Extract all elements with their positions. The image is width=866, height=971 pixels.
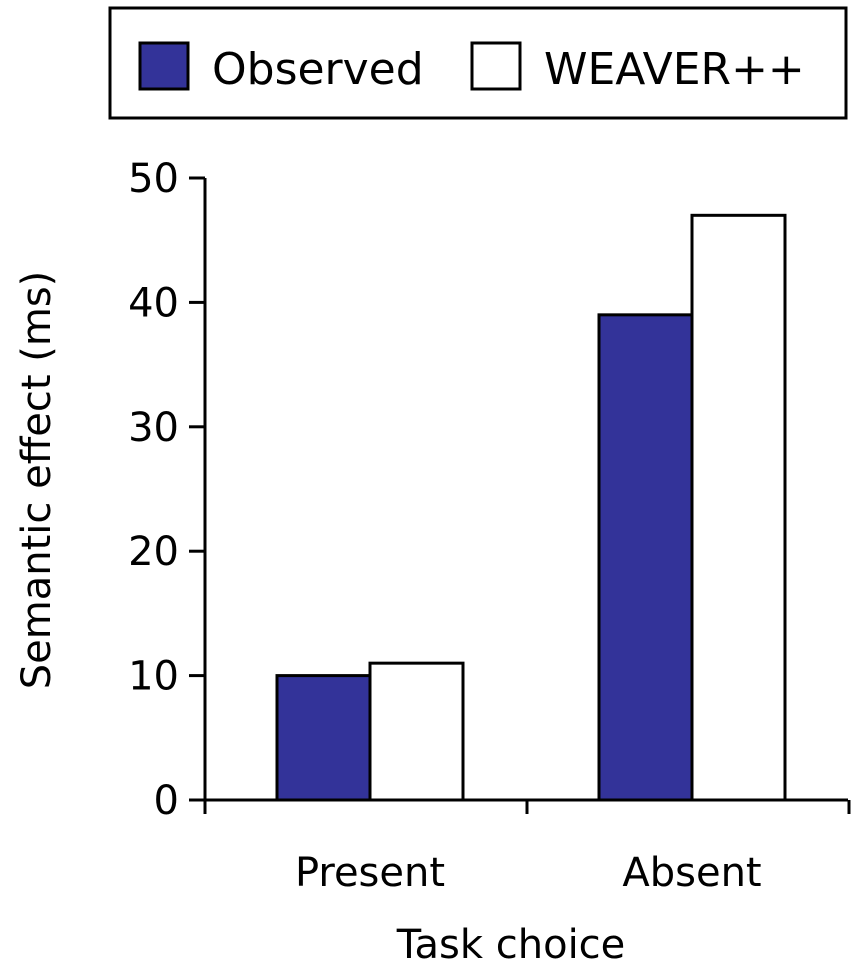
x-category-label: Present — [295, 850, 445, 896]
y-tick-label: 0 — [154, 778, 179, 824]
y-tick-label: 40 — [128, 280, 179, 326]
bar-observed-present — [275, 674, 372, 802]
y-axis-title: Semantic effect (ms) — [14, 271, 60, 690]
x-axis-title: Task choice — [396, 922, 626, 968]
x-ticks-group: Present Absent — [203, 800, 851, 896]
legend-swatch-observed — [138, 41, 190, 91]
y-tick-label: 20 — [128, 529, 179, 575]
bar-weaver-present — [368, 661, 465, 802]
y-tick-label: 10 — [128, 654, 179, 700]
legend-label-weaver: WEAVER++ — [544, 44, 805, 95]
y-tick-label: 30 — [128, 405, 179, 451]
legend: Observed WEAVER++ — [108, 6, 848, 120]
bars-group — [275, 213, 787, 802]
y-ticks-group: 0 10 20 30 40 50 — [128, 156, 205, 824]
x-category-label: Absent — [622, 850, 761, 896]
y-tick-label: 50 — [128, 156, 179, 202]
bar-weaver-absent — [690, 213, 787, 802]
legend-label-observed: Observed — [212, 44, 424, 95]
legend-swatch-weaver — [470, 41, 522, 91]
bar-observed-absent — [597, 313, 694, 802]
